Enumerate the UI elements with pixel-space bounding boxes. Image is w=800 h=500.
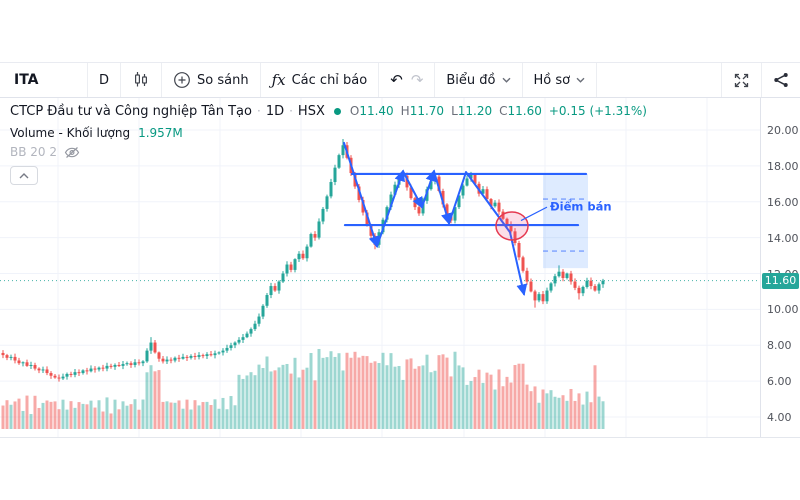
- redo-button[interactable]: ↷: [407, 63, 435, 97]
- chart-canvas[interactable]: Điểm bán: [0, 98, 760, 437]
- indicators-label: Các chỉ báo: [291, 72, 368, 88]
- candlestick-icon: [135, 72, 148, 87]
- chart-style-button[interactable]: [121, 63, 161, 97]
- legend-exchange[interactable]: HSX: [297, 103, 325, 119]
- toolbar-separator: [434, 63, 436, 97]
- change-value: +0.15 (+1.31%): [548, 104, 647, 118]
- interval-button[interactable]: D: [99, 72, 110, 88]
- current-price-label: 11.60: [762, 272, 799, 289]
- toolbar-separator: [161, 63, 163, 97]
- legend-collapse-button[interactable]: [10, 166, 38, 185]
- toolbar-separator: [259, 63, 261, 97]
- bb-indicator-label[interactable]: BB 20 2: [10, 145, 57, 159]
- price-tick-label: 4.00: [767, 411, 792, 424]
- symbol-search-button[interactable]: ITA: [14, 72, 39, 88]
- trend-line-segment: [509, 231, 528, 297]
- hidden-eye-icon[interactable]: [64, 146, 80, 159]
- trend-line-segment: [343, 141, 380, 249]
- low-label: L: [451, 104, 458, 118]
- open-label: O: [349, 104, 360, 118]
- undo-icon: ↶: [390, 71, 403, 89]
- legend-interval[interactable]: 1D: [265, 103, 285, 119]
- compare-button[interactable]: So sánh: [162, 63, 260, 97]
- price-tick-label: 10.00: [767, 303, 799, 317]
- sell-label: Điểm bán: [550, 198, 612, 213]
- close-value: 11.60: [507, 104, 542, 118]
- fx-icon: ƒx: [271, 71, 286, 89]
- trend-line-segment: [448, 171, 467, 225]
- low-value: 11.20: [457, 104, 493, 118]
- sell-point-circle: [495, 211, 529, 241]
- trend-line-segment: [376, 169, 405, 248]
- profile-menu-button[interactable]: Hồ sơ: [523, 63, 597, 97]
- trend-line-segment: [421, 169, 437, 209]
- volume-value: 1.957M: [138, 126, 183, 140]
- toolbar-separator: [721, 63, 722, 97]
- toolbar-separator: [120, 63, 122, 97]
- price-tick-label: 14.00: [767, 231, 799, 245]
- chart-menu-button[interactable]: Biểu đồ: [435, 63, 521, 97]
- toolbar-separator: [521, 63, 523, 97]
- toolbar-separator: [87, 63, 88, 97]
- fullscreen-button[interactable]: [722, 63, 761, 97]
- price-tick-label: 18.00: [767, 159, 799, 173]
- compare-label: So sánh: [197, 72, 249, 88]
- toolbar-separator: [596, 63, 598, 97]
- chevron-up-icon: [19, 172, 29, 178]
- fullscreen-icon: [734, 73, 749, 87]
- share-button[interactable]: [762, 63, 800, 97]
- volume-indicator-label[interactable]: Volume - Khối lượng: [10, 126, 131, 140]
- open-value: 11.40: [359, 104, 394, 118]
- price-tick-label: 16.00: [767, 195, 799, 209]
- volume-layer: [1, 349, 605, 429]
- chart-menu-label: Biểu đồ: [446, 72, 496, 88]
- trend-line-segment: [465, 171, 511, 234]
- symbol-description[interactable]: CTCP Đầu tư và Công nghiệp Tân Tạo: [10, 103, 252, 119]
- high-value: 11.70: [409, 104, 445, 118]
- chevron-down-icon: [576, 77, 585, 83]
- chart-toolbar: ITA D So sánh ƒx Các chỉ báo ↶: [0, 62, 800, 98]
- redo-icon: ↷: [410, 71, 424, 89]
- chart-legend: CTCP Đầu tư và Công nghiệp Tân Tạo · 1D …: [10, 101, 647, 185]
- close-label: C: [499, 104, 508, 118]
- candlestick-layer: [1, 138, 605, 382]
- trend-line-segment: [433, 170, 452, 226]
- top-spacer: [0, 0, 800, 62]
- analysis-drawings[interactable]: Điểm bán: [343, 141, 612, 297]
- legend-separator: ·: [256, 104, 261, 118]
- trend-line-segment: [402, 170, 423, 209]
- undo-button[interactable]: ↶: [379, 63, 407, 97]
- toolbar-separator: [761, 63, 762, 97]
- profile-menu-label: Hồ sơ: [533, 72, 571, 88]
- high-label: H: [400, 104, 410, 118]
- plus-circle-icon: [174, 72, 190, 88]
- plot-bottom-border: [0, 437, 800, 438]
- market-status-dot[interactable]: [333, 107, 341, 115]
- chevron-down-icon: [502, 77, 510, 83]
- price-tick-label: 8.00: [767, 339, 792, 353]
- legend-separator: ·: [289, 104, 293, 118]
- sell-zone-box: [543, 173, 588, 269]
- ohlc-values: O11.40 H11.70 L11.20 C11.60 +0.15 (+1.31…: [350, 104, 647, 118]
- chart-area: Điểm bán 11.60 20.0018.0016.0014.0012.00…: [0, 98, 800, 500]
- indicators-button[interactable]: ƒx Các chỉ báo: [261, 63, 379, 97]
- share-icon: [774, 73, 788, 87]
- toolbar-separator: [378, 63, 380, 97]
- price-tick-label: 6.00: [767, 375, 792, 389]
- price-axis[interactable]: 11.60 20.0018.0016.0014.0012.0010.008.00…: [760, 98, 800, 437]
- price-tick-label: 20.00: [767, 124, 799, 137]
